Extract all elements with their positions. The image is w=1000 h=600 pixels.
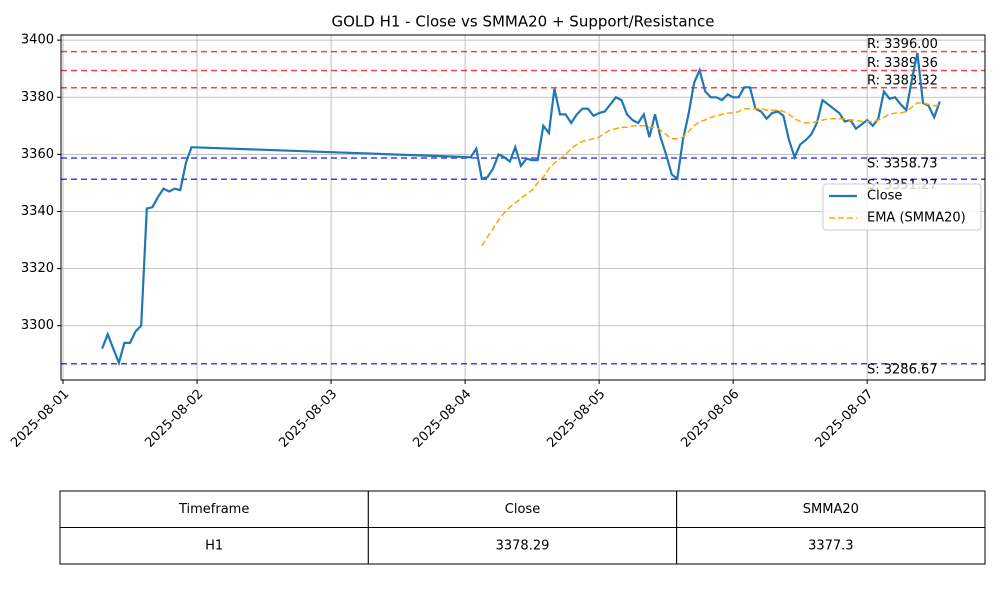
y-tick-label: 3380: [21, 90, 54, 105]
legend-label: Close: [867, 189, 902, 204]
level-label: R: 3383.32: [867, 73, 938, 88]
table-cell: [367, 527, 678, 565]
series-line: [101, 52, 941, 367]
table-value: 3377.3: [808, 538, 854, 553]
table-header: Close: [505, 502, 540, 517]
x-tick-label: 2025-08-06: [678, 387, 742, 451]
table-cell: [59, 527, 369, 565]
table-header: SMMA20: [803, 502, 859, 517]
legend-label: EMA (SMMA20): [867, 211, 966, 226]
level-label: S: 3358.73: [867, 157, 938, 172]
axes-frame: [60, 34, 986, 381]
y-tick-label: 3300: [21, 318, 54, 333]
chart-title: GOLD H1 - Close vs SMMA20 + Support/Resi…: [331, 13, 714, 31]
y-tick-label: 3320: [21, 261, 54, 276]
table-cell: [676, 527, 986, 565]
level-label: R: 3389.36: [867, 56, 938, 71]
x-tick-label: 2025-08-05: [544, 387, 608, 451]
x-tick-label: 2025-08-04: [410, 387, 474, 451]
table-cell: [676, 490, 986, 528]
table-value: 3378.29: [496, 538, 550, 553]
x-tick-label: 2025-08-01: [8, 387, 72, 451]
x-tick-label: 2025-08-03: [276, 387, 340, 451]
x-tick-label: 2025-08-02: [142, 387, 206, 451]
level-label: S: 3286.67: [867, 362, 938, 377]
table-cell: [59, 490, 369, 528]
level-label: R: 3396.00: [867, 37, 938, 52]
table-header: Timeframe: [178, 502, 249, 517]
x-tick-label: 2025-08-07: [812, 387, 876, 451]
series-line: [481, 102, 940, 247]
y-tick-label: 3360: [21, 147, 54, 162]
table-cell: [367, 490, 678, 528]
legend-box: [822, 183, 982, 231]
table-value: H1: [205, 538, 223, 553]
y-tick-label: 3400: [21, 33, 54, 48]
y-tick-label: 3340: [21, 204, 54, 219]
